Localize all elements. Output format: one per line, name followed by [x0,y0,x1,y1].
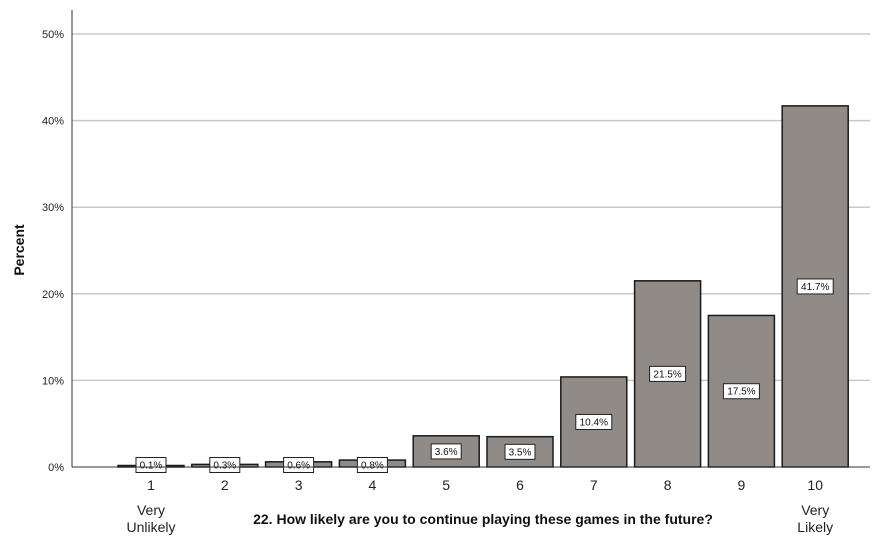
y-tick-label: 0% [48,462,64,474]
data-label-box [722,383,760,400]
data-label: 3.6% [435,447,458,458]
x-tick-label: 10 [807,477,823,493]
data-label: 0.6% [287,461,310,472]
y-tick-label: 30% [42,202,64,214]
anchor-label-line: Very [801,502,829,518]
data-label-box [135,457,167,473]
x-tick-label: 5 [442,477,450,493]
data-label: 0.3% [213,461,236,472]
x-tick-label: 3 [295,477,303,493]
bars [117,105,849,468]
data-label-box [575,413,613,430]
data-label: 0.1% [140,461,163,472]
data-label-box [209,457,241,473]
y-tick-label: 20% [42,289,64,301]
x-axis-title: 22. How likely are you to continue playi… [253,511,713,527]
y-tick-label: 40% [42,116,64,128]
x-tick-label: 9 [738,477,746,493]
y-tick-label: 50% [42,29,64,41]
data-label-box [504,443,536,460]
data-label: 10.4% [580,417,608,428]
x-tick-label: 7 [590,477,598,493]
data-label-box [356,457,388,473]
x-tick-label: 6 [516,477,524,493]
x-tick-labels: 1 2 3 4 5 6 7 8 9 10 [147,477,823,493]
y-axis-title: Percent [11,224,27,276]
anchor-label-line: Very [137,502,165,518]
y-tick-label: 10% [42,375,64,387]
data-label-box [796,278,834,295]
data-label: 17.5% [727,387,755,398]
data-label-box [649,365,687,382]
x-tick-label: 2 [221,477,229,493]
anchor-label-line: Likely [797,519,833,535]
data-label-box [430,443,462,460]
data-label: 3.5% [509,447,532,458]
anchor-label-line: Unlikely [126,519,175,535]
x-tick-label: 8 [664,477,672,493]
data-labels: 0.1% 0.3% 0.6% 0.8% 3.6% 3.5% 10.4% 21.5% 17.5% 4… [135,278,834,473]
data-label-box [283,457,315,473]
x-tick-label: 4 [369,477,377,493]
y-tick-labels: 0% 10% 20% 30% 40% 50% [42,29,64,474]
data-label: 0.8% [361,461,384,472]
x-tick-label: 1 [147,477,155,493]
data-label: 41.7% [801,282,829,293]
data-label: 21.5% [653,369,681,380]
